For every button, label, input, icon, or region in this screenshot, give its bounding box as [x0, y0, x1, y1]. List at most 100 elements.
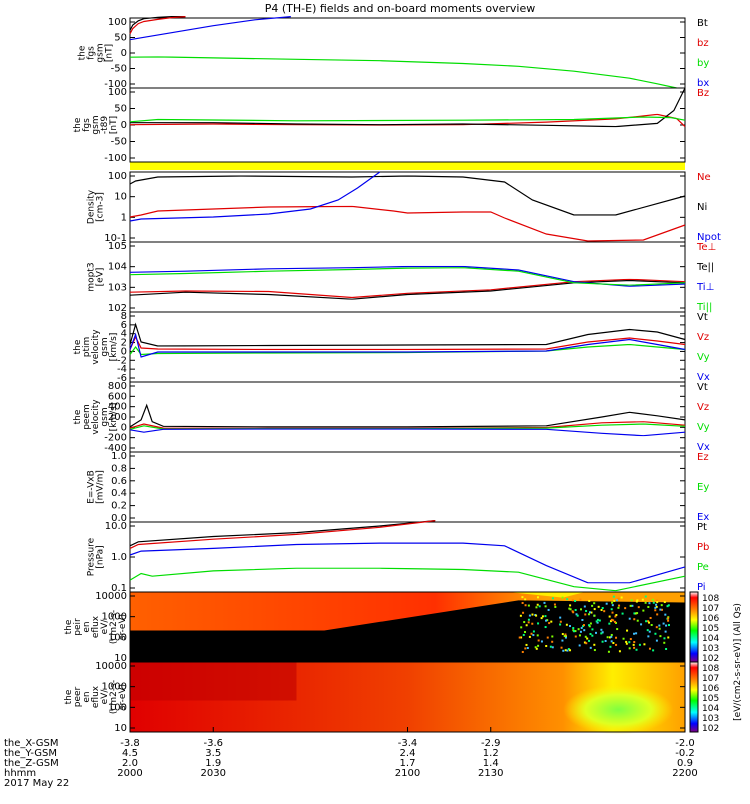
y-tick-label: 0 — [121, 120, 127, 131]
y-axis-label: Pressure[nPa] — [87, 537, 106, 576]
peir-speckle — [642, 610, 644, 612]
peir-speckle — [591, 605, 593, 607]
peir-speckle — [588, 640, 590, 642]
peir-speckle — [548, 622, 550, 624]
legend-bz: bz — [697, 38, 709, 49]
colorbar-tick-label: 103 — [702, 644, 719, 654]
series-line-Npot — [130, 172, 380, 221]
peir-speckle — [609, 646, 611, 648]
peir-speckle — [668, 604, 670, 606]
legend-Ey: Ey — [697, 482, 709, 493]
y-tick-label: 10 — [114, 723, 127, 734]
peir-speckle — [588, 624, 590, 626]
y-axis-label: Density[cm-3] — [87, 189, 106, 224]
peir-speckle — [593, 644, 595, 646]
peir-speckle — [628, 641, 630, 643]
peir-speckle — [537, 634, 539, 636]
y-tick-label: 0.2 — [111, 501, 127, 512]
legend-Vy: Vy — [697, 352, 710, 363]
peir-speckle — [633, 633, 635, 635]
peir-speckle — [584, 605, 586, 607]
peir-speckle — [560, 621, 562, 623]
peir-speckle — [543, 602, 545, 604]
peir-speckle — [577, 615, 579, 617]
peir-speckle — [654, 607, 656, 609]
peir-speckle — [590, 647, 592, 649]
peir-speckle — [611, 608, 613, 610]
peir-speckle — [588, 613, 590, 615]
colorbar-label: [eV/(cm2-s-sr-eV)] (All Qs) — [733, 603, 743, 721]
panel-frame — [130, 522, 685, 592]
y-tick-label: 104 — [108, 262, 127, 273]
peir-speckle — [590, 622, 592, 624]
peir-speckle — [658, 625, 660, 627]
peir-speckle — [561, 640, 563, 642]
x-axis-block: -3.84.52.02000-3.63.51.92030-3.42.41.721… — [4, 727, 698, 789]
peir-speckle — [580, 631, 582, 633]
peir-speckle — [630, 638, 632, 640]
peir-speckle — [602, 641, 604, 643]
peir-speckle — [533, 630, 535, 632]
peir-speckle — [523, 634, 525, 636]
panel-velocity-electrons: 8006004002000-200-400thepeemvelocitygsm[… — [73, 381, 710, 454]
colorbar-tick-label: 106 — [702, 684, 719, 694]
peir-speckle — [637, 620, 639, 622]
peir-speckle — [636, 612, 638, 614]
peir-speckle — [591, 635, 593, 637]
panel-fgs-dsl: 100500-50-100thefgsgsm-t89[nT]Bz — [73, 87, 709, 164]
peir-speckle — [624, 607, 626, 609]
peir-speckle — [523, 621, 525, 623]
peir-speckle — [552, 646, 554, 648]
y-axis-label-line: [nT] — [105, 44, 115, 62]
peir-speckle — [647, 635, 649, 637]
peir-speckle — [626, 630, 628, 632]
peir-speckle — [622, 613, 624, 615]
peir-speckle — [605, 640, 607, 642]
peir-speckle — [536, 648, 538, 650]
peir-speckle — [633, 641, 635, 643]
legend-Ne: Ne — [697, 172, 711, 183]
panel-frame — [130, 172, 685, 242]
panel-density: 100 10 1 10-1 Density[cm-3] Ne Ni Npot — [87, 171, 721, 244]
y-axis-label-line: [km/s] — [109, 403, 119, 432]
peir-speckle — [655, 604, 657, 606]
peir-speckle — [522, 651, 524, 653]
panel-peer: 10000100010010thepeerenefluxeV/(cm2-s-sr… — [64, 661, 685, 735]
y-tick-label: 0.4 — [111, 488, 127, 499]
y-axis-label: thefgsgsm-t89[nT] — [73, 115, 119, 134]
peir-speckle — [667, 617, 669, 619]
peir-speckle — [615, 614, 617, 616]
y-tick-label: 1 — [121, 212, 127, 223]
y-tick-label: 0 — [121, 48, 127, 59]
panels-layer: 100500-50-100thefgsgsm[nT]Btbzbybx100500… — [64, 17, 743, 735]
peir-speckle — [659, 635, 661, 637]
peir-speckle — [664, 601, 666, 603]
peir-speckle — [640, 623, 642, 625]
flag-bar — [130, 162, 685, 170]
peir-speckle — [654, 609, 656, 611]
peir-speckle — [611, 640, 613, 642]
peir-speckle — [612, 604, 614, 606]
peir-speckle — [594, 649, 596, 651]
y-axis-label: thefgsgsm[nT] — [78, 43, 115, 62]
peir-speckle — [568, 608, 570, 610]
colorbar-bar — [690, 662, 698, 732]
peir-speckle — [643, 643, 645, 645]
peir-speckle — [522, 612, 524, 614]
series-line-Pe — [130, 568, 685, 591]
colorbar-tick-label: 102 — [702, 654, 719, 664]
peir-speckle — [652, 599, 654, 601]
series-line-by — [130, 57, 677, 88]
peir-speckle — [590, 633, 592, 635]
peir-speckle — [529, 615, 531, 617]
peir-speckle — [526, 624, 528, 626]
y-axis-label: mopt3[eV] — [87, 262, 106, 291]
overview-plot: P4 (TH-E) fields and on-board moments ov… — [0, 0, 750, 800]
peir-speckle — [575, 636, 577, 638]
y-axis-label: theptimvelocitygsm[km/s] — [73, 329, 119, 365]
y-axis-label-line: [nT] — [109, 116, 119, 134]
peir-speckle — [638, 606, 640, 608]
x-tick-label: 2000 — [117, 768, 142, 779]
peer-green-blob — [563, 685, 673, 735]
legend-Ez: Ez — [697, 452, 709, 463]
